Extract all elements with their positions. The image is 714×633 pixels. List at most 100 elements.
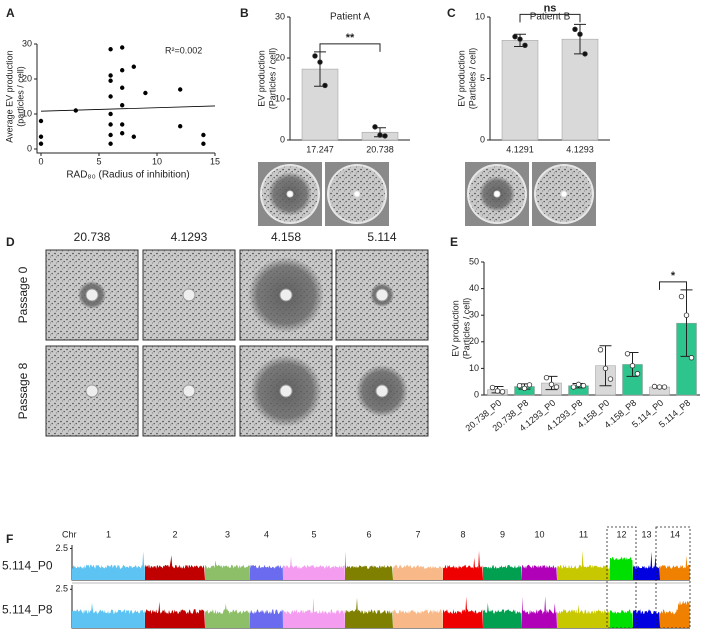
cn-signal <box>145 555 205 580</box>
x-tick-label: 4.1293 <box>566 144 594 154</box>
y-tick-label: 10 <box>469 363 479 373</box>
disk <box>85 384 99 398</box>
chromosome-label: 14 <box>670 529 680 539</box>
point <box>317 59 323 65</box>
plate-image <box>325 162 389 226</box>
row-label: Passage 8 <box>16 362 30 419</box>
significance-bracket <box>659 281 687 290</box>
disk <box>182 288 196 302</box>
highlight-box <box>655 526 691 629</box>
cn-signal <box>393 609 443 628</box>
disk <box>286 190 294 198</box>
row-label: 5.114_P0 <box>2 559 53 573</box>
cn-signal <box>443 596 483 628</box>
y-tick-label: 40 <box>469 283 479 293</box>
cn-signal <box>522 596 557 628</box>
significance-label: ns <box>544 2 557 14</box>
point <box>656 384 663 390</box>
point <box>575 381 582 388</box>
disk <box>279 384 293 398</box>
cn-signal <box>205 560 250 580</box>
annotation: R²=0.002 <box>165 45 202 55</box>
disk <box>375 288 389 302</box>
point <box>108 122 113 127</box>
chromosome-label: 10 <box>534 529 544 539</box>
point <box>201 132 206 138</box>
y-tick-label: 30 <box>22 38 32 48</box>
y-tick-label: 50 <box>469 256 479 266</box>
point <box>120 131 125 136</box>
culture-image <box>239 345 333 437</box>
significance-label: * <box>671 270 676 282</box>
point <box>108 94 113 99</box>
cn-signal <box>610 609 633 628</box>
point <box>512 33 518 40</box>
culture-image <box>239 249 333 341</box>
point <box>572 26 578 32</box>
point <box>120 122 125 127</box>
point <box>521 385 528 392</box>
cn-signal <box>660 600 690 628</box>
point <box>553 384 560 390</box>
cn-signal <box>72 551 145 580</box>
y-axis-label: (particles / cell) <box>15 66 25 127</box>
point <box>602 365 609 372</box>
highlight-box <box>606 526 637 629</box>
point <box>489 384 496 391</box>
point <box>108 47 113 52</box>
point <box>143 90 148 96</box>
cn-signal <box>522 564 557 580</box>
bar <box>561 38 599 141</box>
y-tick-label: 20 <box>22 73 32 83</box>
cn-signal <box>250 564 283 580</box>
chart-title: Patient B <box>530 12 571 23</box>
y-tick-label: 10 <box>22 108 32 118</box>
point <box>120 45 125 50</box>
point <box>38 134 44 139</box>
point <box>382 133 388 139</box>
y-axis-label: (Particles / cell) <box>267 48 277 110</box>
chromosome-label: 5 <box>311 529 316 539</box>
panel-label: F <box>6 532 13 546</box>
panel-label: E <box>450 235 458 249</box>
plate-image <box>532 162 596 226</box>
x-tick-label: 5 <box>96 156 101 166</box>
y-tick-label: 10 <box>275 93 285 103</box>
x-tick-label: 15 <box>210 156 220 166</box>
cn-signal <box>633 551 660 580</box>
culture-image <box>142 249 236 341</box>
point <box>661 384 668 390</box>
chart-title: Patient A <box>330 12 370 23</box>
plate-image <box>465 162 529 226</box>
point <box>322 82 328 89</box>
point <box>178 124 183 129</box>
chromosome-label: 8 <box>460 529 465 539</box>
y-tick-label: 30 <box>469 310 479 320</box>
point <box>201 141 206 146</box>
point <box>120 103 125 108</box>
point <box>582 51 588 57</box>
column-label: 4.1293 <box>171 230 208 244</box>
point <box>624 351 631 357</box>
cn-signal <box>443 550 483 580</box>
point <box>108 78 113 83</box>
y-axis-label: Average EV production <box>4 50 14 142</box>
point <box>548 381 555 388</box>
y-tick-label: 30 <box>275 11 285 21</box>
point <box>683 312 690 318</box>
chromosome-label: 6 <box>366 529 371 539</box>
disk <box>85 288 99 302</box>
point <box>372 124 378 130</box>
cn-signal <box>283 556 345 580</box>
cn-signal <box>283 597 345 628</box>
disk <box>182 384 196 398</box>
plate-image <box>258 162 322 226</box>
x-tick-label: 20.738 <box>366 144 394 154</box>
point <box>178 87 183 92</box>
cn-signal <box>145 601 205 628</box>
point <box>634 371 641 377</box>
y-tick-label: 10 <box>475 11 485 21</box>
chr-label: Chr <box>62 529 77 539</box>
point <box>38 118 44 124</box>
